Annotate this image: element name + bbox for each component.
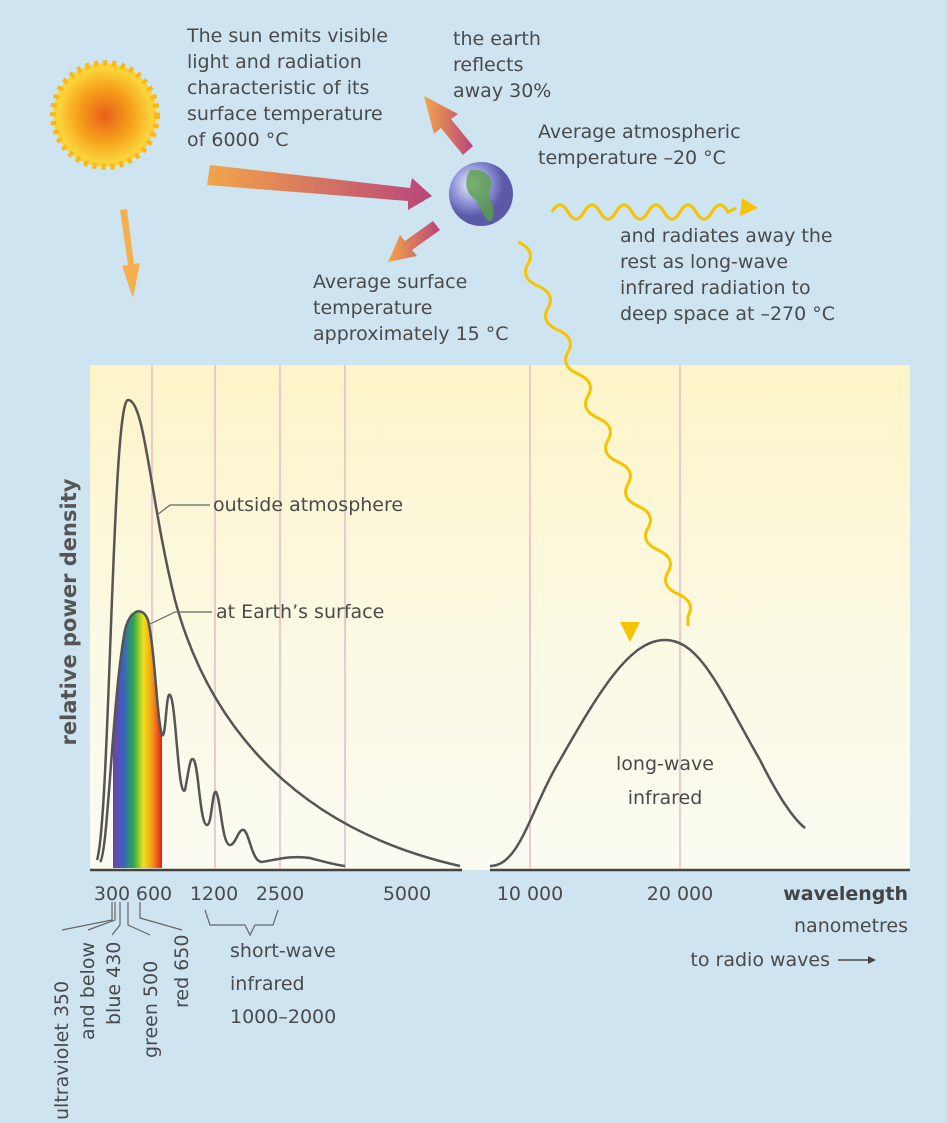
reflect-text: away 30%	[453, 80, 551, 102]
atmos-text: Average atmospheric	[538, 121, 741, 143]
surface-text: temperature	[313, 297, 432, 319]
surface-text: approximately 15 °C	[313, 323, 509, 345]
radiate-text: rest as long-wave	[620, 251, 788, 273]
band-label: green 500	[140, 961, 162, 1058]
short-wave-label: short-wave	[230, 940, 336, 962]
x-tick-label: 1200	[190, 883, 238, 905]
x-tick-label: 5000	[383, 883, 431, 905]
x-tick-label: 10 000	[497, 883, 563, 905]
band-label: red 650	[171, 935, 193, 1008]
x-axis-unit: nanometres	[794, 915, 908, 937]
short-wave-label: 1000–2000	[230, 1006, 336, 1028]
band-label: blue 430	[103, 942, 125, 1025]
sun	[53, 63, 157, 167]
surface-text: Average surface	[313, 271, 467, 293]
reflect-text: reflects	[453, 54, 524, 76]
diagram: The sun emits visible light and radiatio…	[0, 0, 947, 1123]
curve-label: outside atmosphere	[213, 494, 403, 516]
curve-label: at Earth’s surface	[216, 601, 384, 623]
curve-label: infrared	[628, 787, 703, 809]
sun-text: surface temperature	[187, 103, 383, 125]
radiate-text: and radiates away the	[620, 225, 833, 247]
band-label: ultraviolet 350	[51, 981, 73, 1120]
sun-text: light and radiation	[187, 51, 362, 73]
band-leaders	[62, 902, 278, 935]
earth	[449, 162, 513, 226]
y-axis-label: relative power density	[57, 478, 81, 745]
short-wave-label: infrared	[230, 973, 305, 995]
sun-text: The sun emits visible	[186, 25, 388, 47]
x-tick-label: 2500	[256, 883, 304, 905]
radio-label: to radio waves	[690, 949, 830, 971]
x-tick-label: 300	[94, 883, 130, 905]
x-tick-label: 20 000	[647, 883, 713, 905]
reflect-text: the earth	[453, 28, 541, 50]
radiate-text: deep space at –270 °C	[620, 303, 835, 325]
x-axis-label: wavelength	[783, 883, 908, 905]
radiate-text: infrared radiation to	[620, 277, 811, 299]
sun-text: characteristic of its	[187, 77, 369, 99]
sun-text: of 6000 °C	[187, 129, 289, 151]
x-tick-label: 600	[136, 883, 172, 905]
curve-label: long-wave	[616, 753, 714, 775]
band-label: and below	[77, 942, 99, 1040]
atmos-text: temperature –20 °C	[538, 147, 726, 169]
